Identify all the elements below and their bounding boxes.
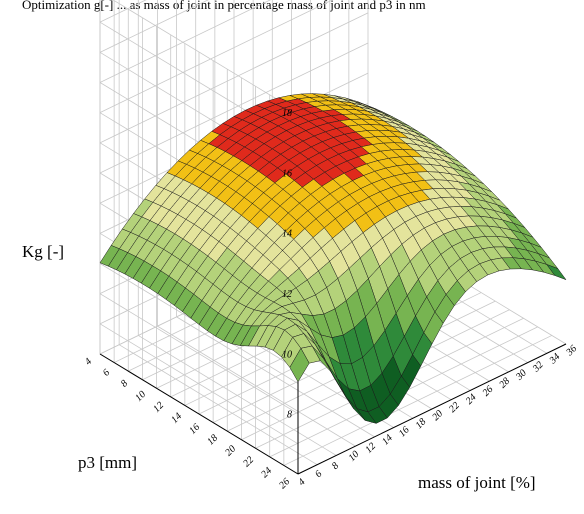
x-tick-label: 8: [330, 461, 341, 472]
z-axis-label: Kg [-]: [22, 242, 64, 261]
x-tick-label: 4: [296, 477, 307, 488]
y-tick-label: 24: [259, 465, 274, 480]
z-tick-label: 16: [282, 168, 292, 179]
surface-layer: [99, 93, 567, 424]
x-tick-label: 10: [347, 449, 362, 464]
grid-line: [99, 42, 369, 174]
y-tick-label: 16: [187, 422, 202, 437]
x-axis-label: mass of joint [%]: [418, 473, 536, 492]
x-tick-label: 12: [363, 441, 378, 456]
z-tick-label: 14: [282, 229, 292, 240]
x-tick-label: 36: [564, 343, 580, 359]
grid-line: [99, 0, 147, 23]
x-tick-label: 28: [497, 376, 512, 391]
x-tick-label: 34: [547, 351, 563, 367]
x-tick-label: 14: [380, 433, 395, 448]
y-tick-label: 12: [151, 400, 166, 415]
grid-line: [99, 0, 334, 114]
caption-text: Optimization g[-] ... as mass of joint i…: [22, 0, 426, 12]
x-tick-label: 6: [313, 469, 324, 480]
y-tick-label: 20: [223, 444, 238, 459]
surface-cell: [289, 348, 310, 383]
y-tick-label: 26: [277, 476, 292, 491]
y-tick-label: 18: [205, 433, 220, 448]
x-tick-label: 30: [513, 368, 529, 384]
y-tick-label: 6: [101, 367, 112, 378]
x-tick-label: 20: [430, 408, 445, 423]
y-tick-label: 10: [133, 389, 148, 404]
x-tick-label: 32: [530, 360, 546, 376]
z-tick-label: 18: [282, 108, 292, 119]
x-tick-label: 22: [447, 400, 462, 415]
y-axis-label: p3 [mm]: [78, 453, 137, 472]
y-tick-label: 8: [119, 378, 130, 389]
y-tick-label: 22: [241, 455, 256, 470]
x-tick-label: 26: [481, 384, 496, 399]
y-tick-label: 14: [169, 411, 184, 426]
grid-line: [99, 12, 369, 144]
x-axis-line: [297, 343, 567, 475]
grid-line: [99, 0, 209, 53]
y-tick-label: 4: [83, 356, 94, 367]
grid-line: [99, 323, 299, 445]
z-tick-label: 8: [287, 410, 292, 421]
y-axis-line: [99, 353, 299, 475]
z-tick-label: 12: [282, 289, 292, 300]
x-tick-label: 24: [464, 392, 479, 407]
grid-line: [112, 0, 299, 113]
x-tick-label: 16: [397, 425, 412, 440]
z-tick-label: 10: [282, 349, 292, 360]
x-tick-label: 18: [414, 416, 429, 431]
grid-line: [99, 293, 299, 415]
grid-line: [99, 0, 271, 83]
